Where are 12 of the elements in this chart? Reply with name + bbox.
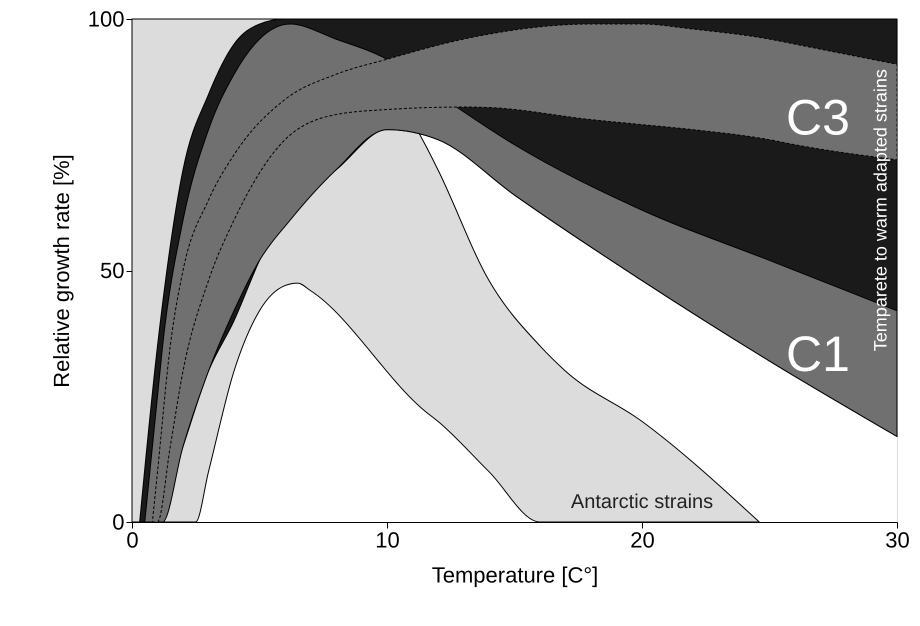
y-axis-title: Relative growth rate [%] bbox=[48, 154, 74, 388]
annotation: Antarctic strains bbox=[570, 490, 714, 513]
x-axis-title: Temperature [C°] bbox=[432, 562, 598, 588]
y-tick-label: 100 bbox=[88, 6, 124, 32]
annotation: Temparete to warm adapted strains bbox=[870, 69, 891, 352]
y-tick-label: 0 bbox=[112, 510, 124, 534]
x-tick-label: 10 bbox=[375, 528, 400, 552]
y-tick-label: 50 bbox=[100, 258, 124, 283]
x-tick-label: 20 bbox=[630, 528, 655, 552]
annotation: C3 bbox=[786, 90, 850, 146]
annotation: C1 bbox=[786, 326, 850, 382]
x-tick-label: 30 bbox=[885, 528, 910, 552]
